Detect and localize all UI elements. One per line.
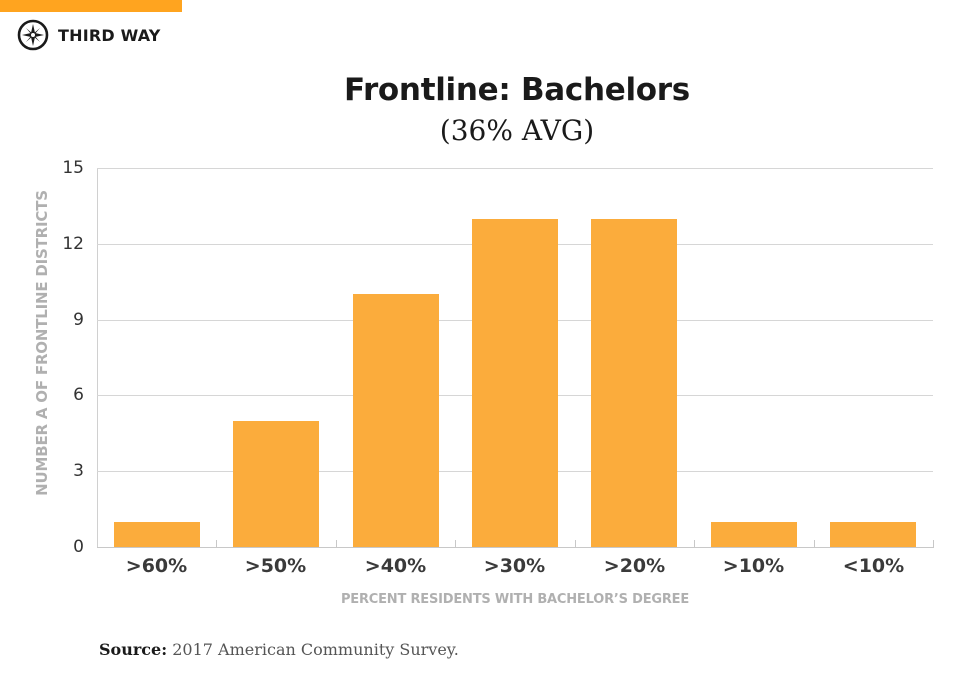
y-axis-line [97,168,98,547]
top-accent-bar [0,0,182,12]
x-tick-label: >20% [603,555,666,577]
bar [233,421,319,547]
x-tick-mark [694,540,695,548]
chart-subtitle: (36% AVG) [439,114,595,147]
x-tick-label: >40% [364,555,427,577]
x-tick-mark [933,540,934,548]
bar [353,294,439,547]
x-tick-label: >50% [244,555,307,577]
x-tick-mark [814,540,815,548]
x-tick-label: <10% [842,555,905,577]
y-tick-label: 15 [62,158,84,178]
brand-name: THIRD WAY [58,25,161,45]
source-note: Source: 2017 American Community Survey. [99,640,459,659]
x-axis-line [97,547,933,548]
y-tick-label: 12 [62,234,84,254]
x-axis-label: PERCENT RESIDENTS WITH BACHELOR’S DEGREE [340,592,690,607]
brand-logo: THIRD WAY [17,19,161,51]
x-tick-mark [336,540,337,548]
source-text: 2017 American Community Survey. [167,640,459,659]
gridline [97,168,933,169]
x-tick-mark [575,540,576,548]
bar [591,219,677,547]
x-tick-mark [455,540,456,548]
y-tick-label: 3 [73,461,84,481]
bar [114,522,200,547]
y-tick-label: 9 [73,310,84,330]
y-tick-label: 6 [73,385,84,405]
bar [830,522,916,547]
bar [472,219,558,547]
compass-star-icon [17,19,49,51]
y-tick-label: 0 [73,537,84,557]
x-tick-label: >10% [722,555,785,577]
x-tick-label: >30% [483,555,546,577]
source-label: Source: [99,640,168,659]
bar [711,522,797,547]
chart-title: Frontline: Bachelors [344,72,690,108]
x-tick-mark [216,540,217,548]
x-tick-label: >60% [125,555,188,577]
